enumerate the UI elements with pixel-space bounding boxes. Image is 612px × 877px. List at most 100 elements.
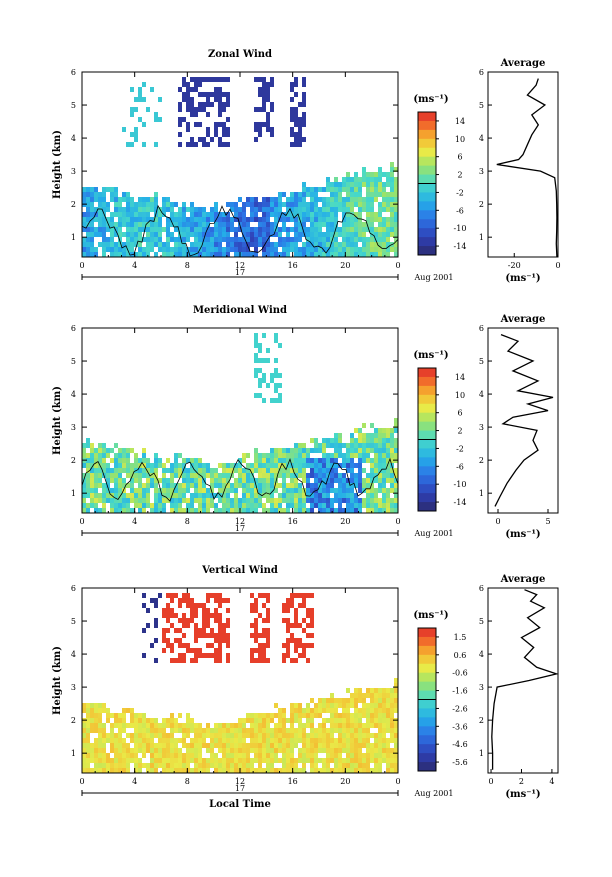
heatmap-cell xyxy=(114,443,118,448)
heatmap-cell xyxy=(258,87,262,92)
heatmap-cell xyxy=(206,623,210,628)
heatmap-cell xyxy=(86,488,90,493)
heatmap-cell xyxy=(110,232,114,237)
heatmap-cell xyxy=(262,753,266,758)
heatmap-cell xyxy=(198,212,202,217)
heatmap-cell xyxy=(382,458,386,463)
heatmap-cell xyxy=(234,463,238,468)
heatmap-cell xyxy=(234,728,238,733)
heatmap-cell xyxy=(222,728,226,733)
heatmap-cell xyxy=(274,232,278,237)
heatmap-cell xyxy=(290,458,294,463)
heatmap-cell xyxy=(334,448,338,453)
heatmap-cell xyxy=(86,438,90,443)
heatmap-cell xyxy=(186,593,190,598)
heatmap-cell xyxy=(302,493,306,498)
heatmap-cell xyxy=(102,703,106,708)
heatmap-cell xyxy=(158,753,162,758)
heatmap-cell xyxy=(130,217,134,222)
heatmap-cell xyxy=(350,768,354,773)
heatmap-cell xyxy=(194,107,198,112)
heatmap-cell xyxy=(350,458,354,463)
heatmap-cell xyxy=(394,708,398,713)
heatmap-cell xyxy=(110,197,114,202)
heatmap-cell xyxy=(266,498,270,503)
heatmap-cell xyxy=(194,498,198,503)
heatmap-cell xyxy=(354,242,358,247)
heatmap-cell xyxy=(254,728,258,733)
heatmap-cell xyxy=(386,237,390,242)
heatmap-cell xyxy=(358,763,362,768)
heatmap-cell xyxy=(130,448,134,453)
heatmap-cell xyxy=(246,753,250,758)
heatmap-cell xyxy=(322,217,326,222)
heatmap-cell xyxy=(170,593,174,598)
heatmap-cell xyxy=(390,748,394,753)
heatmap-cell xyxy=(154,252,158,257)
heatmap-cell xyxy=(102,463,106,468)
heatmap-cell xyxy=(186,768,190,773)
heatmap-cell xyxy=(302,242,306,247)
heatmap-cell xyxy=(346,242,350,247)
heatmap-cell xyxy=(286,448,290,453)
heatmap-cell xyxy=(386,763,390,768)
heatmap-cell xyxy=(298,448,302,453)
heatmap-cell xyxy=(262,232,266,237)
heatmap-cell xyxy=(186,252,190,257)
heatmap-cell xyxy=(294,658,298,663)
heatmap-cell xyxy=(154,207,158,212)
heatmap-cell xyxy=(274,473,278,478)
heatmap-cell xyxy=(134,723,138,728)
heatmap-cell xyxy=(358,222,362,227)
heatmap-cell xyxy=(270,132,274,137)
heatmap-cell xyxy=(126,212,130,217)
heatmap-cell xyxy=(298,207,302,212)
heatmap-cell xyxy=(262,398,266,403)
heatmap-cell xyxy=(354,237,358,242)
heatmap-cell xyxy=(246,463,250,468)
heatmap-cell xyxy=(386,247,390,252)
heatmap-cell xyxy=(358,438,362,443)
heatmap-cell xyxy=(118,743,122,748)
heatmap-cell xyxy=(338,503,342,508)
heatmap-cell xyxy=(110,503,114,508)
heatmap-cell xyxy=(246,237,250,242)
heatmap-cell xyxy=(266,643,270,648)
heatmap-cell xyxy=(106,463,110,468)
heatmap-cell xyxy=(90,493,94,498)
heatmap-cell xyxy=(206,748,210,753)
heatmap-cell xyxy=(178,453,182,458)
heatmap-cell xyxy=(234,758,238,763)
colorbar-segment xyxy=(418,165,436,176)
colorbar-segment xyxy=(418,201,436,211)
heatmap-cell xyxy=(294,107,298,112)
heatmap-cell xyxy=(378,167,382,172)
heatmap-cell xyxy=(358,508,362,513)
heatmap-cell xyxy=(298,738,302,743)
heatmap-cell xyxy=(94,448,98,453)
heatmap-cell xyxy=(230,733,234,738)
heatmap-cell xyxy=(354,428,358,433)
heatmap-cell xyxy=(354,438,358,443)
heatmap-cell xyxy=(86,738,90,743)
heatmap-cell xyxy=(362,698,366,703)
heatmap-cell xyxy=(366,703,370,708)
heatmap-cell xyxy=(334,443,338,448)
heatmap-cell xyxy=(210,758,214,763)
heatmap-cell xyxy=(278,237,282,242)
heatmap-cell xyxy=(162,468,166,473)
heatmap-cell xyxy=(258,217,262,222)
heatmap-cell xyxy=(346,763,350,768)
heatmap-cell xyxy=(138,728,142,733)
heatmap-cell xyxy=(382,252,386,257)
heatmap-cell xyxy=(106,478,110,483)
heatmap-cell xyxy=(290,623,294,628)
heatmap-cell xyxy=(350,227,354,232)
heatmap-cell xyxy=(362,167,366,172)
heatmap-cell xyxy=(370,242,374,247)
heatmap-cell xyxy=(190,508,194,513)
heatmap-cell xyxy=(162,207,166,212)
heatmap-cell xyxy=(238,197,242,202)
heatmap-cell xyxy=(286,748,290,753)
heatmap-cell xyxy=(202,508,206,513)
